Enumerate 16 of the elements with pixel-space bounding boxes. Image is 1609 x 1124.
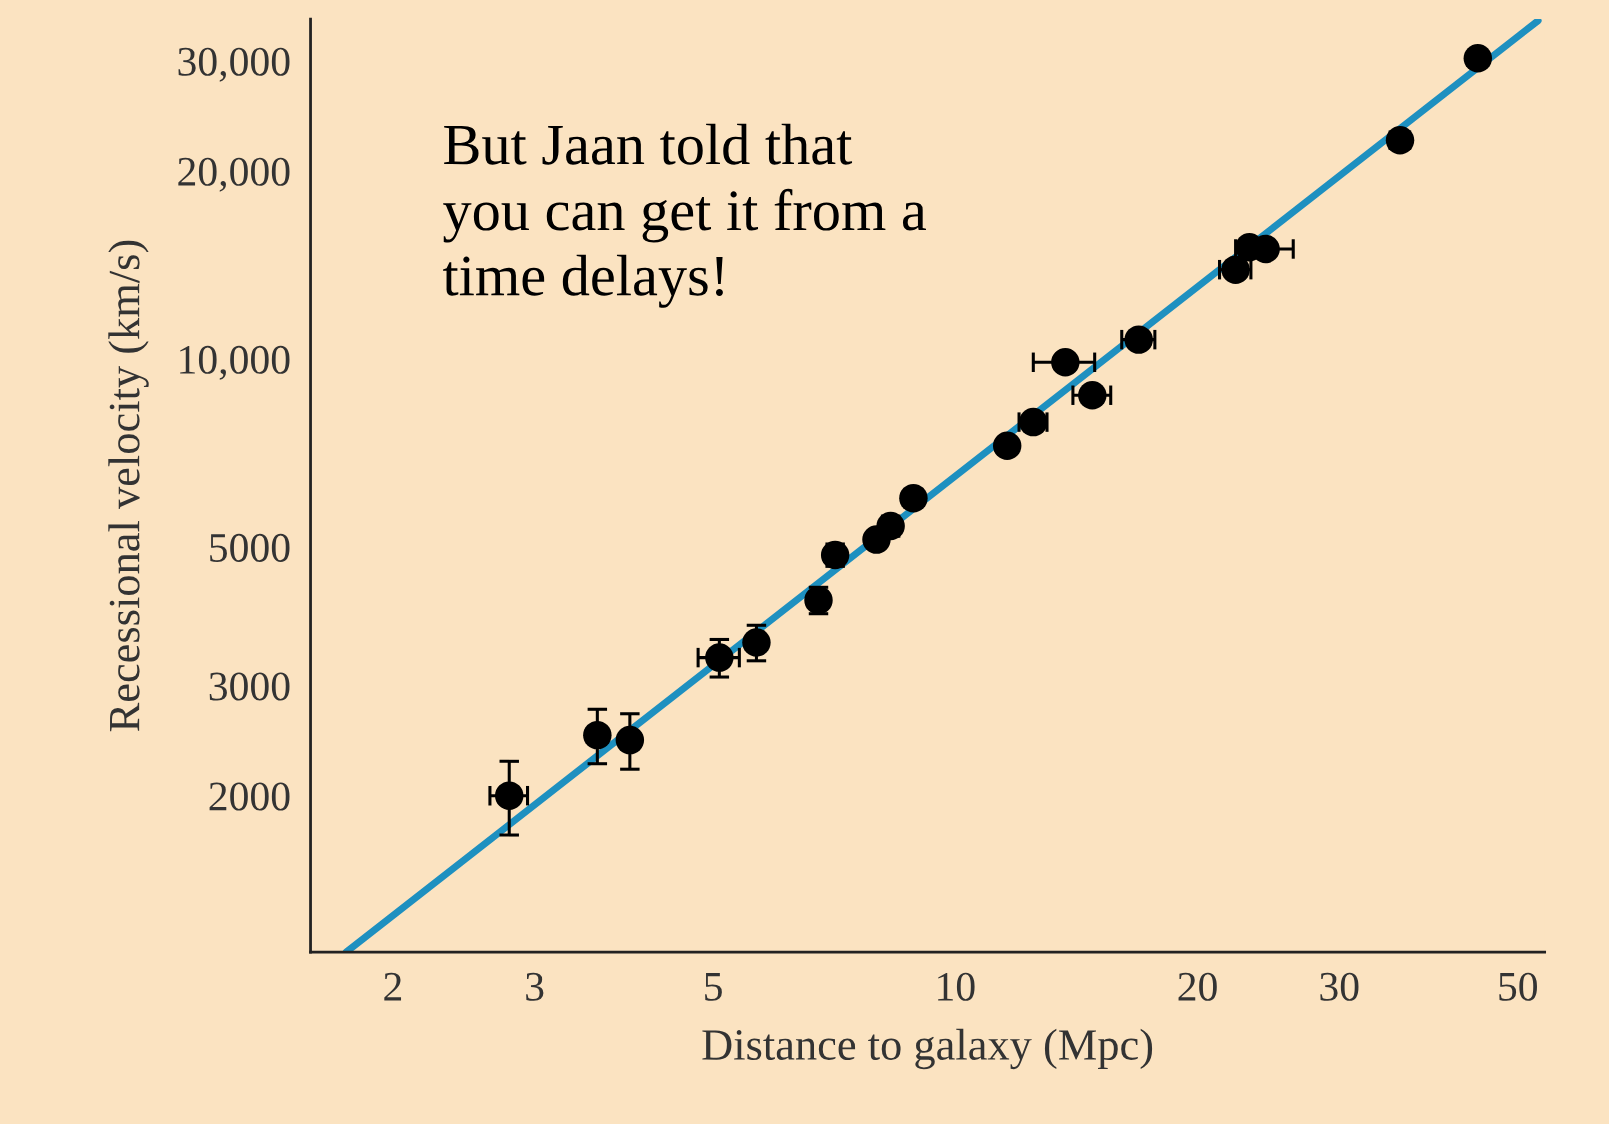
x-tick-label: 5	[705, 973, 722, 1001]
annotation: But Jaan told that you can get it from a time delays!	[443, 123, 926, 308]
x-tick-label: 10	[938, 972, 975, 1001]
x-tick-label: 3	[526, 972, 544, 1001]
y-tick-label: 20,000	[178, 157, 290, 192]
x-tick-label: 30	[1320, 972, 1359, 1001]
x-tick-label: 20	[1178, 972, 1217, 1001]
y-tick-label: 2000	[209, 782, 290, 811]
y-tick-label: 30,000	[178, 47, 290, 82]
y-tick-label: 5000	[210, 533, 290, 562]
x-tick-label: 50	[1499, 972, 1537, 1001]
x-axis-title: Distance to galaxy (Mpc)	[702, 1028, 1153, 1070]
y-axis-title: Recessional velocity (km/s)	[108, 240, 149, 732]
x-tick-label: 2	[384, 972, 402, 1001]
y-tick-label: 3000	[209, 672, 290, 701]
y-tick-label: 10,000	[180, 345, 290, 380]
